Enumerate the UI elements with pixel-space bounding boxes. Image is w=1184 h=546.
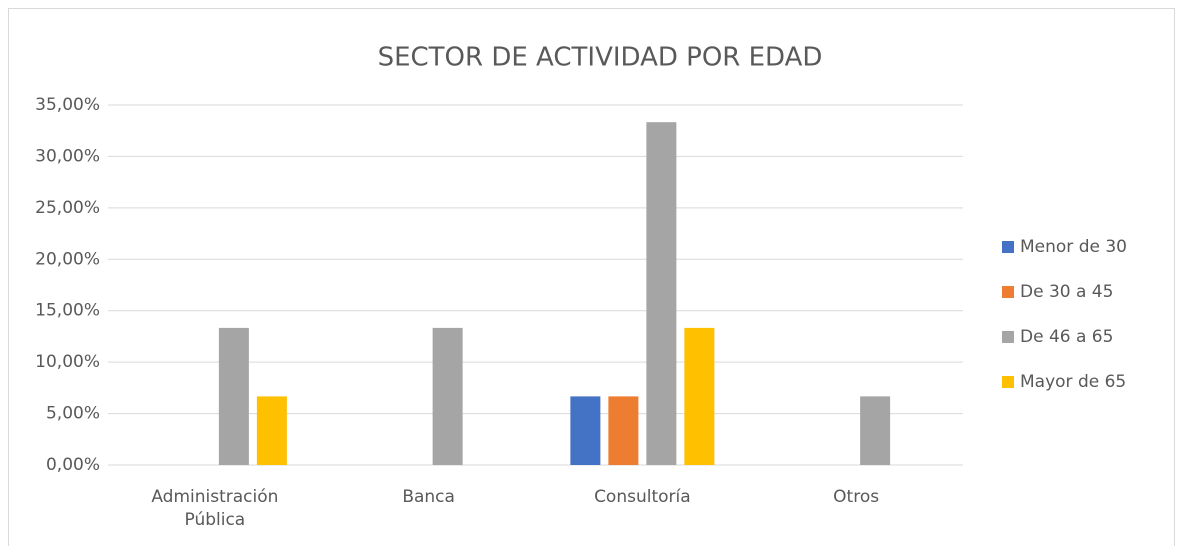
chart-title: SECTOR DE ACTIVIDAD POR EDAD	[378, 43, 823, 73]
legend-label: Mayor de 65	[1020, 372, 1126, 392]
y-tick-label: 15,00%	[35, 301, 100, 321]
legend-swatch	[1002, 286, 1014, 298]
legend-label: De 46 a 65	[1020, 327, 1113, 347]
bar	[256, 396, 287, 465]
x-tick-label: Banca	[402, 487, 455, 507]
y-tick-label: 5,00%	[46, 404, 100, 424]
legend-swatch	[1002, 241, 1014, 253]
y-tick-label: 0,00%	[46, 455, 100, 475]
bar	[684, 327, 715, 465]
bar	[218, 327, 249, 465]
bar	[860, 396, 891, 465]
bar	[646, 122, 677, 466]
y-tick-label: 10,00%	[35, 352, 100, 372]
y-tick-label: 35,00%	[35, 95, 100, 115]
x-tick-label: Otros	[833, 487, 880, 507]
x-tick-label: Administración Pública	[151, 487, 279, 530]
legend-label: De 30 a 45	[1020, 282, 1113, 302]
x-tick-label: Consultoría	[594, 487, 691, 507]
y-tick-label: 30,00%	[35, 146, 100, 166]
bar	[432, 327, 463, 465]
legend-label: Menor de 30	[1020, 237, 1127, 257]
chart-border	[8, 8, 1175, 546]
y-tick-label: 20,00%	[35, 249, 100, 269]
bar	[608, 396, 639, 465]
y-tick-label: 25,00%	[35, 198, 100, 218]
bar	[570, 396, 601, 465]
legend-swatch	[1002, 376, 1014, 388]
legend-swatch	[1002, 331, 1014, 343]
